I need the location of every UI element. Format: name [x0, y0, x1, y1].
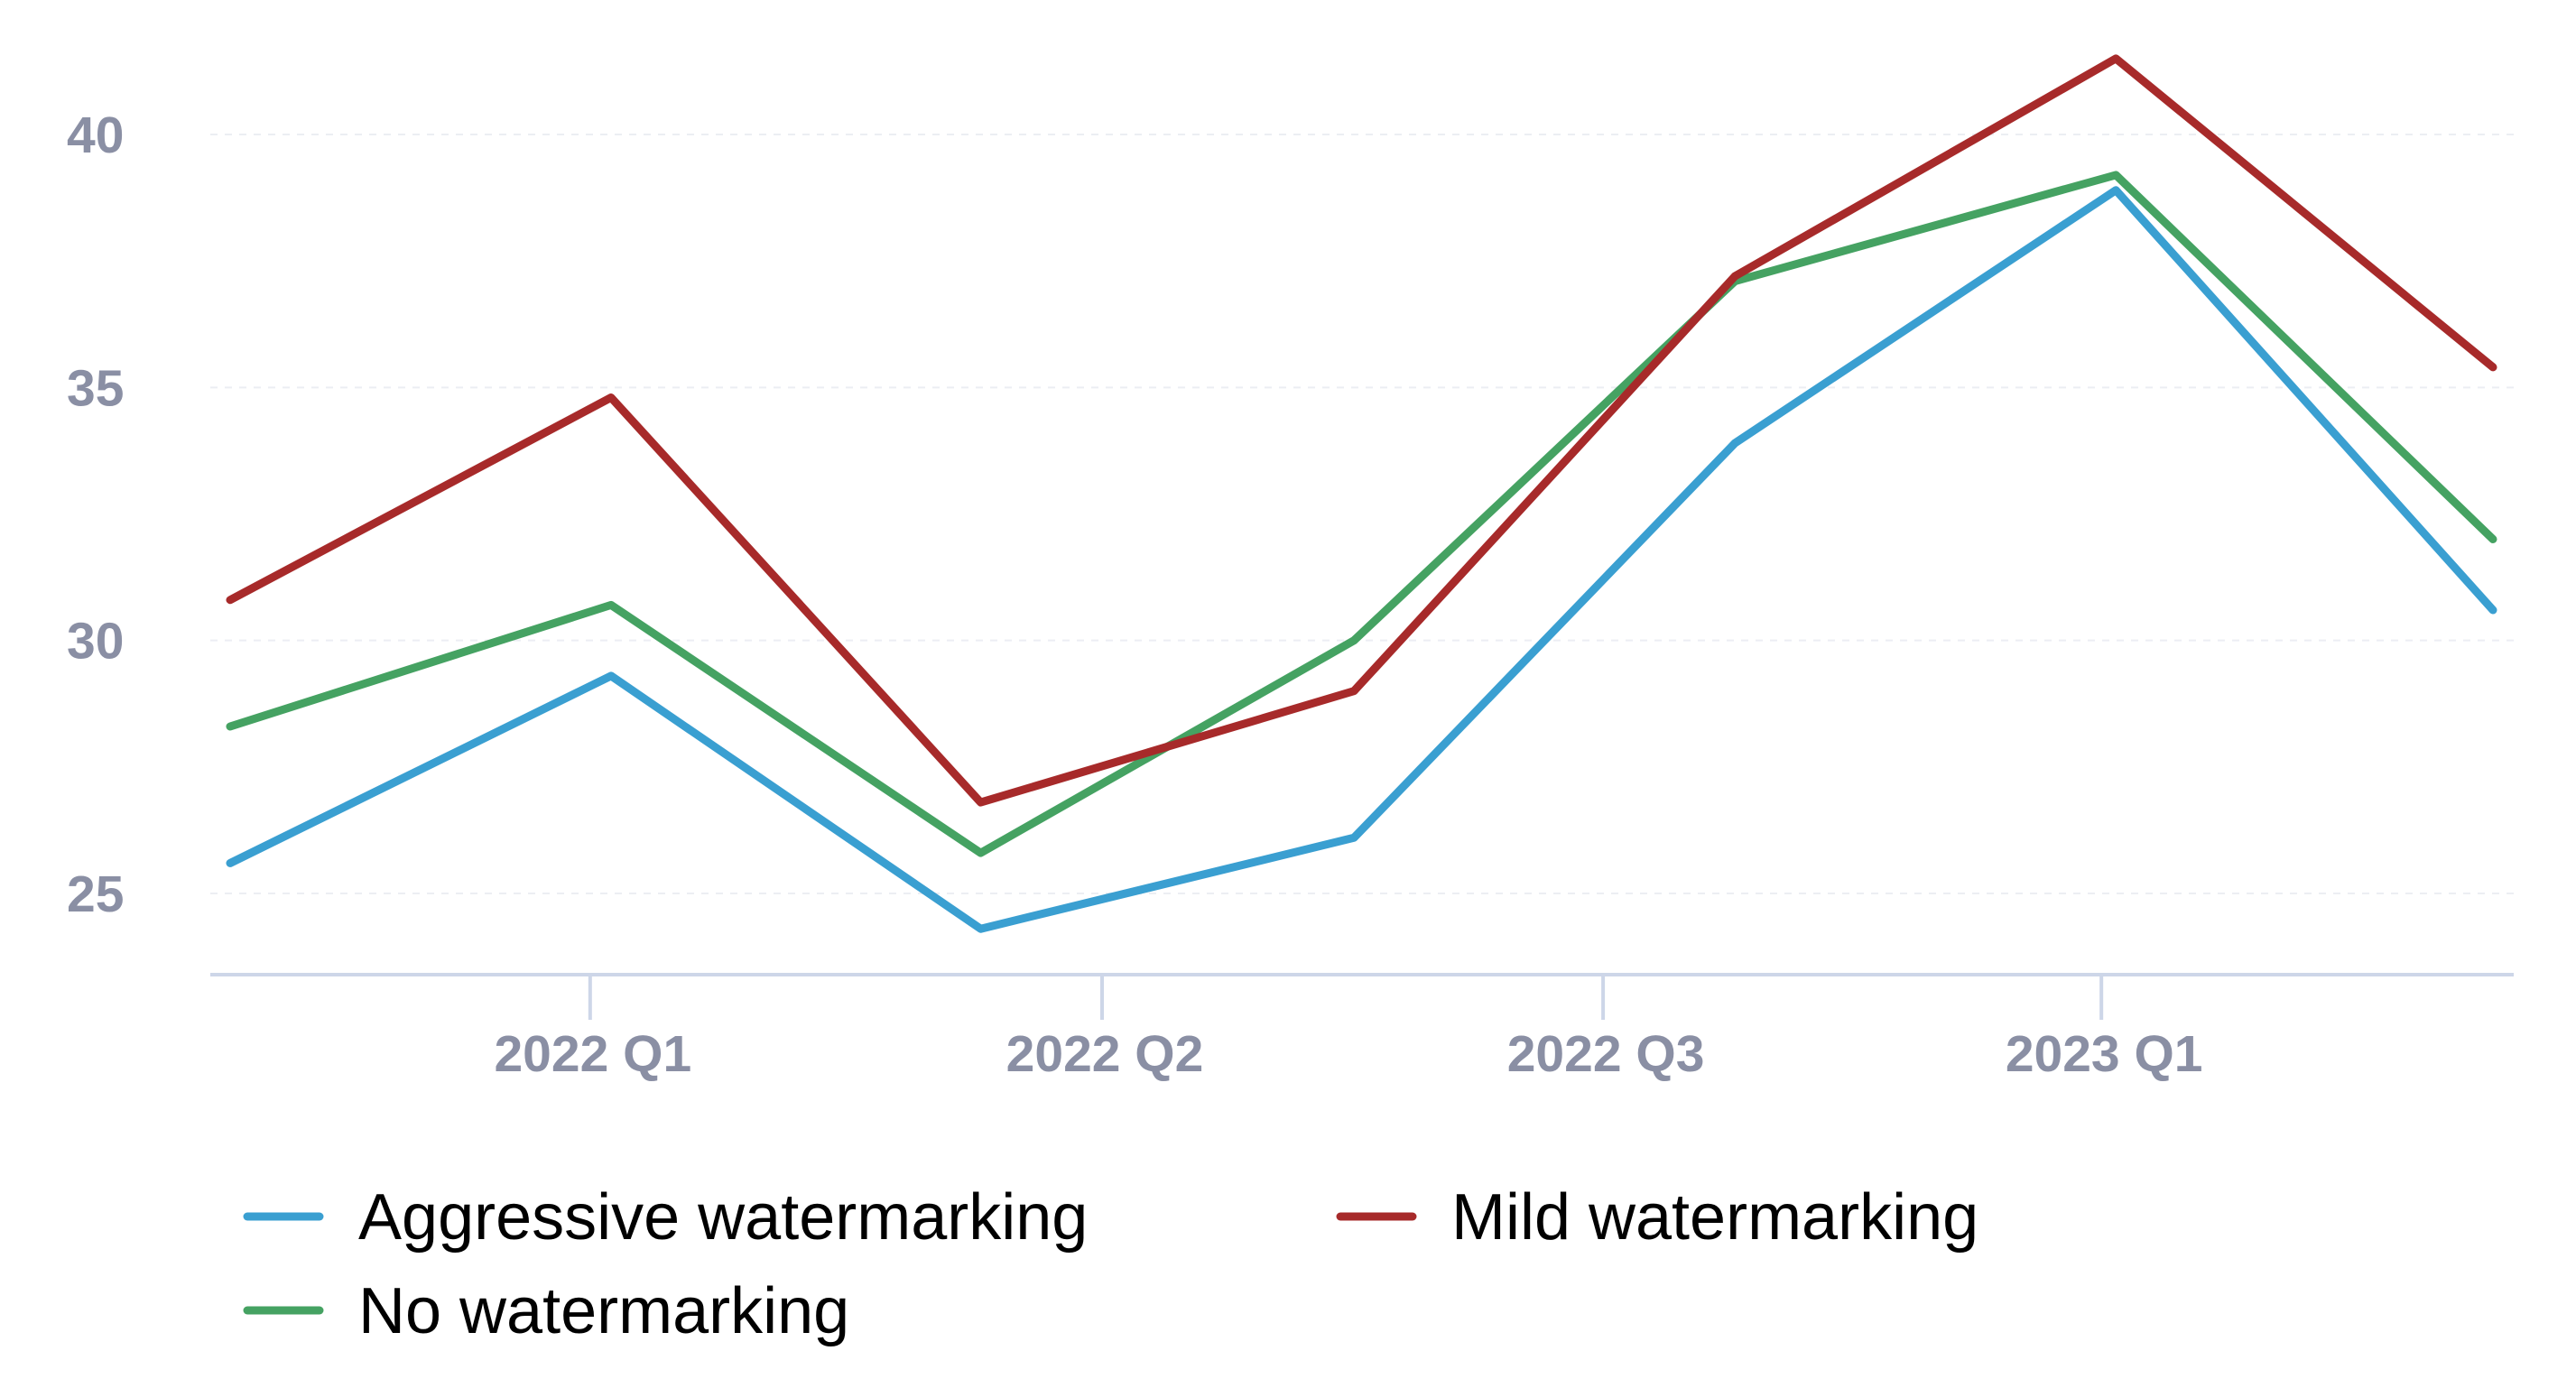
legend-item-no-watermarking: No watermarking [243, 1275, 849, 1347]
x-tick-label: 2022 Q1 [494, 1025, 691, 1083]
x-tick-label: 2023 Q1 [2006, 1025, 2203, 1083]
series-line-aggressive-watermarking [226, 186, 2497, 933]
y-tick-label: 25 [67, 865, 124, 923]
y-tick-label: 40 [67, 106, 124, 164]
legend-label: No watermarking [358, 1275, 849, 1347]
legend-item-aggressive-watermarking: Aggressive watermarking [243, 1181, 1088, 1254]
legend-label: Mild watermarking [1451, 1181, 1978, 1254]
x-tick-label: 2022 Q3 [1507, 1025, 1705, 1083]
x-tick-label: 2022 Q2 [1006, 1025, 1204, 1083]
series-lines [226, 54, 2497, 933]
legend: Aggressive watermarking Mild watermarking… [243, 1181, 1978, 1347]
series-line-no-watermarking [226, 171, 2497, 857]
y-tick-label: 30 [67, 613, 124, 671]
y-tick-label: 35 [67, 359, 124, 417]
legend-label: Aggressive watermarking [358, 1181, 1088, 1254]
series-line-mild-watermarking [226, 54, 2497, 807]
axes: 25 30 35 40 2022 Q1 2022 Q2 2022 Q3 2023 Q1 [67, 106, 2514, 1083]
legend-item-mild-watermarking: Mild watermarking [1336, 1181, 1978, 1254]
